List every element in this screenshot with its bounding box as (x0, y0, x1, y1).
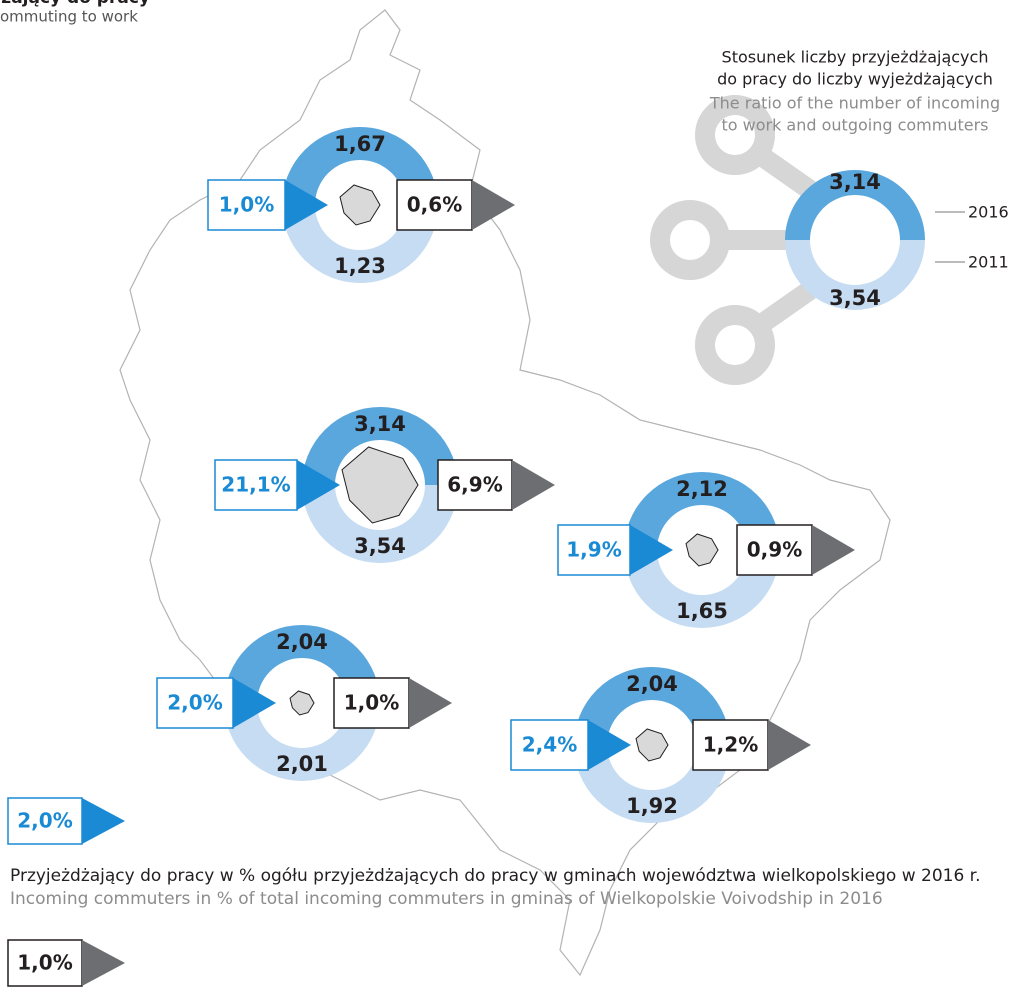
value-box (207, 179, 286, 231)
value-label: 21,1% (221, 473, 290, 497)
value-label: 1,0% (344, 691, 399, 715)
icon-node (650, 200, 730, 280)
value-box (7, 939, 83, 987)
ratio-bottom: 1,92 (626, 794, 678, 818)
value-box (437, 459, 513, 511)
subtitle: ommuting to work (0, 8, 138, 26)
title-pl: Stosunek liczby przyjeżdżających (722, 48, 989, 67)
ring-top (624, 472, 780, 551)
arrow (512, 460, 555, 510)
arrow (630, 525, 673, 575)
arrow (297, 460, 340, 510)
ratio-legend-title: Stosunek liczby przyjeżdżających do prac… (709, 48, 1000, 135)
arrow (812, 525, 855, 575)
ring-bottom (282, 204, 438, 283)
arrow (588, 720, 631, 770)
value-label: 6,9% (447, 473, 502, 497)
value-box (692, 719, 769, 771)
ring-top (224, 625, 380, 704)
value-box (156, 677, 234, 729)
ratio-bottom: 1,23 (334, 254, 386, 278)
value-box (214, 459, 298, 511)
arrow (82, 798, 125, 844)
leader (935, 211, 965, 263)
ratio-bottom: 3,54 (829, 286, 881, 310)
value-label: 1,9% (566, 538, 621, 562)
ring-bottom (224, 702, 380, 781)
ring-bottom (624, 549, 780, 628)
arrow (409, 678, 452, 728)
value-box (396, 179, 473, 231)
value-box (7, 797, 83, 845)
value-label: 1,0% (219, 193, 274, 217)
ratio-top: 2,12 (676, 477, 728, 501)
arrow (768, 720, 811, 770)
year-label: 2011 (968, 253, 1009, 272)
ring-bottom (574, 744, 730, 823)
legend-icon (650, 95, 816, 385)
value-label: 1,0% (17, 951, 72, 975)
icon-link (720, 146, 816, 334)
legend-text-en: Incoming commuters in % of total incomin… (10, 889, 883, 909)
ring-bottom (785, 239, 925, 310)
title: Wyjeżdżający do pracy (0, 0, 150, 8)
ratio-bottom: 2,01 (276, 752, 328, 776)
arrow (82, 940, 125, 986)
ratio-top: 2,04 (626, 672, 678, 696)
ratio-bottom: 3,54 (354, 534, 406, 558)
ratio-top: 3,14 (354, 412, 406, 436)
year-label: 2016 (968, 203, 1009, 222)
value-label: 0,6% (407, 193, 462, 217)
icon-node (695, 305, 775, 385)
legend-text-pl: Przyjeżdżający do pracy w % ogółu przyje… (10, 866, 981, 886)
value-label: 0,9% (747, 538, 802, 562)
ratio-top: 1,67 (334, 132, 386, 156)
value-box (333, 677, 410, 729)
value-label: 2,0% (167, 691, 222, 715)
region-outline (119, 9, 891, 977)
arrow (233, 678, 276, 728)
ratio-top: 3,14 (829, 170, 881, 194)
ring-top (574, 667, 730, 746)
city-shape (289, 690, 315, 716)
value-box (736, 524, 813, 576)
ring-bottom (302, 484, 458, 563)
title-en: to work and outgoing commuters (721, 116, 988, 135)
title-pl: do pracy do liczby wyjeżdżających (717, 70, 993, 89)
value-box (510, 719, 589, 771)
city-shape (341, 446, 419, 524)
ratio-top: 2,04 (276, 630, 328, 654)
ring-top (282, 127, 438, 206)
value-box (557, 524, 631, 576)
icon-node (695, 95, 775, 175)
city-shape (339, 184, 381, 226)
ring-top (302, 407, 458, 486)
title-en: The ratio of the number of incoming (709, 94, 1000, 113)
ring-top (785, 170, 925, 241)
value-label: 1,2% (703, 733, 758, 757)
arrow (285, 180, 328, 230)
ratio-bottom: 1,65 (676, 599, 728, 623)
arrow (472, 180, 515, 230)
value-label: 2,4% (522, 733, 577, 757)
value-label: 2,0% (17, 809, 72, 833)
city-shape (635, 728, 669, 762)
city-shape (685, 533, 719, 567)
